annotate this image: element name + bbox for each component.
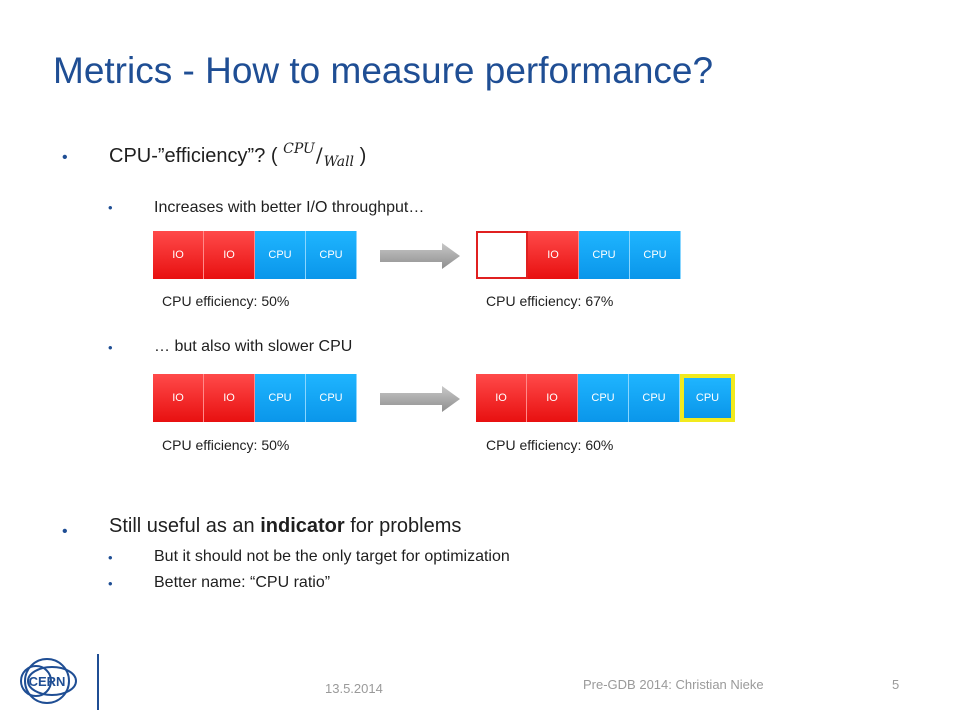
fraction-denominator: Wall — [323, 154, 355, 170]
fraction-numerator: CPU — [283, 141, 315, 157]
io-block: IO — [153, 231, 204, 279]
efficiency-label: CPU efficiency: 67% — [486, 293, 614, 309]
footer-date: 13.5.2014 — [325, 681, 383, 696]
bullet-marker: • — [108, 340, 113, 355]
cpu-block: CPU — [306, 231, 357, 279]
idle-block — [476, 231, 528, 279]
bullet-marker: • — [108, 200, 113, 215]
efficiency-label: CPU efficiency: 50% — [162, 293, 290, 309]
io-block: IO — [476, 374, 527, 422]
arrow-right-icon — [380, 386, 460, 412]
io-block: IO — [204, 374, 255, 422]
page-number: 5 — [892, 677, 900, 692]
bullet-text: for problems — [344, 515, 462, 537]
cpu-block: CPU — [306, 374, 357, 422]
timeline-row1-before: IO IO CPU CPU — [153, 231, 357, 279]
bullet-marker: • — [62, 149, 68, 166]
cpu-block-highlighted: CPU — [680, 374, 735, 422]
bullet-cpu-efficiency: CPU-”efficiency”? ( CPU/Wall ) — [109, 141, 367, 170]
cpu-block: CPU — [579, 231, 630, 279]
bullet-emphasis: indicator — [260, 515, 345, 537]
slide-title: Metrics - How to measure performance? — [53, 50, 714, 91]
io-block: IO — [204, 231, 255, 279]
efficiency-label: CPU efficiency: 50% — [162, 437, 290, 453]
cpu-block: CPU — [630, 231, 681, 279]
sub-bullet-slower-cpu: … but also with slower CPU — [154, 338, 353, 355]
timeline-row1-after: IO CPU CPU — [476, 231, 681, 279]
bullet-indicator: Still useful as an indicator for problem… — [109, 515, 461, 538]
sub-bullet-io-throughput: Increases with better I/O throughput… — [154, 199, 425, 216]
io-block: IO — [527, 374, 578, 422]
sub-bullet-not-only-target: But it should not be the only target for… — [154, 548, 510, 565]
cern-logo-icon: CERN — [20, 658, 77, 704]
arrow-right-icon — [380, 243, 460, 269]
timeline-row2-after: IO IO CPU CPU CPU — [476, 374, 735, 422]
cpu-wall-fraction: CPU/Wall — [283, 141, 355, 170]
bullet-marker: • — [108, 576, 113, 591]
cpu-block: CPU — [578, 374, 629, 422]
bullet-text: Still useful as an — [109, 515, 261, 537]
cpu-block: CPU — [255, 231, 306, 279]
io-block: IO — [153, 374, 204, 422]
efficiency-label: CPU efficiency: 60% — [486, 437, 614, 453]
footer-divider — [97, 654, 99, 710]
sub-bullet-better-name: Better name: “CPU ratio” — [154, 574, 331, 591]
cpu-block: CPU — [629, 374, 680, 422]
bullet-marker: • — [108, 550, 113, 565]
cpu-block: CPU — [255, 374, 306, 422]
logo-text: CERN — [29, 674, 66, 689]
bullet-close: ) — [354, 145, 367, 167]
io-block: IO — [528, 231, 579, 279]
footer-event: Pre-GDB 2014: Christian Nieke — [583, 677, 764, 692]
bullet-marker: • — [62, 523, 68, 540]
bullet-text: CPU-”efficiency”? ( — [109, 145, 284, 167]
timeline-row2-before: IO IO CPU CPU — [153, 374, 357, 422]
